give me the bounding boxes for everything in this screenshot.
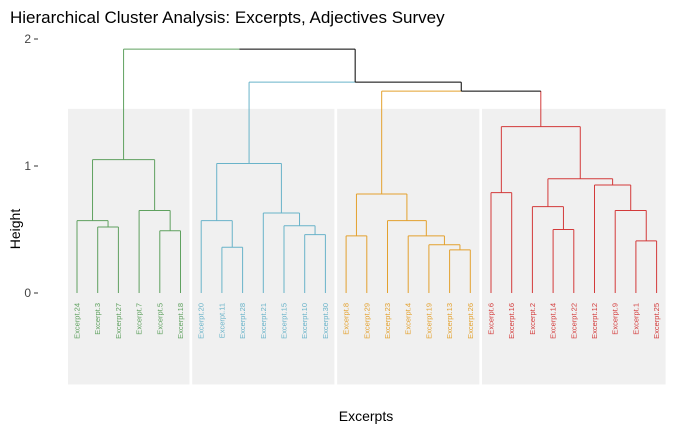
- leaf-label: Excerpt.6: [487, 303, 496, 335]
- y-tick-label: 1: [24, 159, 31, 173]
- y-tick-label: 2: [24, 32, 31, 46]
- chart-title: Hierarchical Cluster Analysis: Excerpts,…: [10, 8, 445, 27]
- leaf-label: Excerpt.5: [155, 303, 164, 335]
- leaf-label: Excerpt.2: [528, 303, 537, 335]
- leaf-label: Excerpt.13: [445, 303, 454, 339]
- leaf-label: Excerpt.10: [300, 303, 309, 339]
- leaf-label: Excerpt.15: [280, 303, 289, 339]
- leaf-label: Excerpt.23: [383, 303, 392, 339]
- leaf-labels: Excerpt.24 Excerpt.3 Excerpt.27 Excerpt.7 Ex…: [73, 303, 662, 339]
- leaf-label: Excerpt.16: [507, 303, 516, 339]
- leaf-label: Excerpt.26: [466, 303, 475, 339]
- leaf-label: Excerpt.22: [569, 303, 578, 339]
- leaf-label: Excerpt.1: [631, 303, 640, 335]
- leaf-label: Excerpt.27: [114, 303, 123, 339]
- leaf-label: Excerpt.21: [259, 303, 268, 339]
- y-axis: 0 1 2: [24, 32, 38, 300]
- leaf-label: Excerpt.19: [424, 303, 433, 339]
- leaf-label: Excerpt.7: [135, 303, 144, 335]
- leaf-label: Excerpt.12: [590, 303, 599, 339]
- leaf-label: Excerpt.29: [362, 303, 371, 339]
- leaf-label: Excerpt.18: [176, 303, 185, 339]
- leaf-label: Excerpt.30: [321, 303, 330, 339]
- leaf-label: Excerpt.24: [73, 303, 82, 339]
- y-axis-title: Height: [7, 209, 23, 250]
- leaf-label: Excerpt.28: [238, 303, 247, 339]
- leaf-label: Excerpt.8: [342, 303, 351, 335]
- leaf-label: Excerpt.14: [549, 303, 558, 339]
- leaf-label: Excerpt.4: [404, 303, 413, 335]
- x-axis-title: Excerpts: [339, 408, 393, 424]
- y-tick-label: 0: [24, 286, 31, 300]
- leaf-label: Excerpt.25: [652, 303, 661, 339]
- leaf-label: Excerpt.20: [197, 303, 206, 339]
- cluster-panel-1: [68, 108, 190, 385]
- dendrogram-branches: [76, 48, 658, 293]
- leaf-label: Excerpt.9: [611, 303, 620, 335]
- leaf-label: Excerpt.11: [217, 303, 226, 338]
- leaf-label: Excerpt.3: [93, 303, 102, 335]
